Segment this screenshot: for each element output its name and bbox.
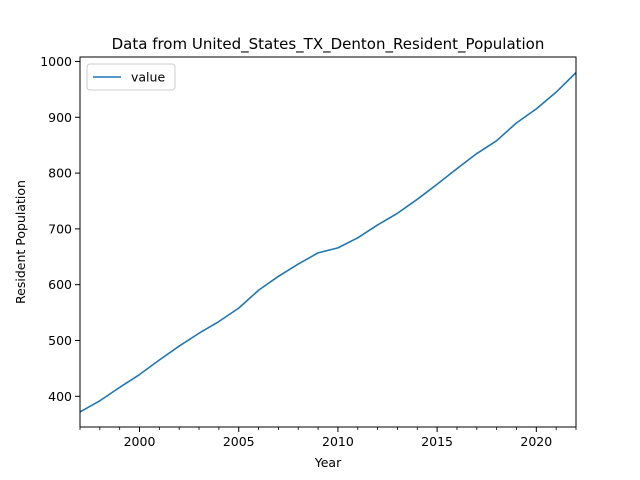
y-tick-label: 800: [48, 166, 72, 181]
y-tick-label: 500: [48, 333, 72, 348]
legend: value: [86, 63, 176, 91]
y-axis-label: Resident Population: [13, 180, 28, 304]
legend-box: [86, 63, 176, 91]
x-tick-label: 2020: [520, 434, 552, 449]
x-tick-label: 2010: [322, 434, 354, 449]
y-tick-label: 900: [48, 110, 72, 125]
y-tick-label: 1000: [40, 54, 72, 69]
x-tick-label: 2015: [421, 434, 453, 449]
series-line-value: [79, 72, 577, 413]
x-tick-label: 2005: [223, 434, 255, 449]
x-tick-label: 2000: [124, 434, 156, 449]
plot-frame: [79, 56, 577, 428]
y-tick-label: 700: [48, 221, 72, 236]
y-tick-label: 600: [48, 277, 72, 292]
x-axis-label: Year: [314, 455, 342, 470]
chart-title: Data from United_States_TX_Denton_Reside…: [112, 35, 545, 54]
y-tick-label: 400: [48, 389, 72, 404]
legend-label: value: [131, 70, 165, 85]
